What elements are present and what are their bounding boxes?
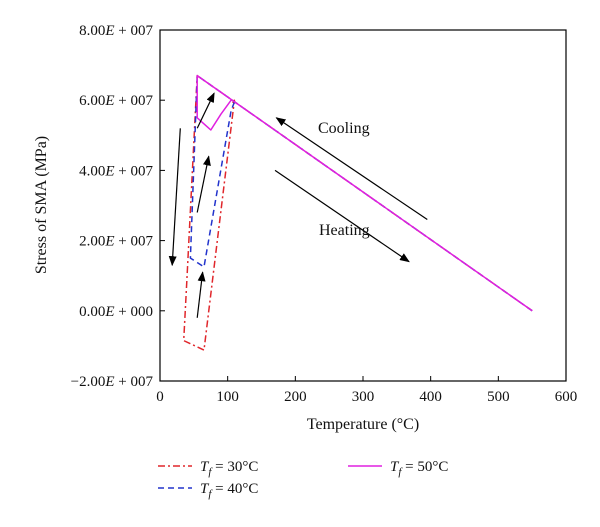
annotation-arrow-1 [274,169,410,263]
series-layer [182,74,533,351]
y-tick-label: 8.00E + 007 [79,23,153,39]
x-tick-label: 400 [419,389,442,405]
annotation-arrow-0 [275,117,428,221]
legend-item-tf30: Tf = 30°C [158,459,258,478]
legend-label-tf40: Tf = 40°C [200,481,258,500]
series-line-0 [182,74,533,351]
annotation-arrow-5 [196,271,206,318]
x-tick-label: 200 [284,389,307,405]
x-axis-title: Temperature (°C) [307,416,419,433]
x-tick-label: 100 [216,389,239,405]
y-tick-label: 2.00E + 007 [79,234,153,250]
y-tick-label: 6.00E + 007 [79,93,153,109]
heating-annotation: Heating [319,222,370,239]
y-tick-label: 4.00E + 007 [79,163,153,179]
legend-label-tf50: Tf = 50°C [390,459,448,478]
x-axis: 0 100 200 300 400 500 600 [156,376,577,405]
y-tick-label: −2.00E + 007 [71,374,154,390]
x-tick-label: 600 [555,389,578,405]
legend-label-tf30: Tf = 30°C [200,459,258,478]
x-tick-label: 0 [156,389,164,405]
cooling-annotation: Cooling [318,120,370,137]
legend-item-tf50: Tf = 50°C [348,459,448,478]
series-line-2 [196,74,533,312]
legend-item-tf40: Tf = 40°C [158,481,258,500]
annotation-arrow-3 [196,92,215,129]
y-tick-label: 0.00E + 000 [79,304,153,320]
annotation-arrow-4 [196,155,211,213]
y-axis: −2.00E + 007 0.00E + 000 2.00E + 007 4.00E … [71,23,165,390]
legend: Tf = 30°C Tf = 40°C Tf = 50°C [158,459,448,500]
annotation-arrows [168,92,428,318]
x-tick-label: 300 [352,389,375,405]
y-axis-title: Stress of SMA (MPa) [33,136,50,274]
annotation-arrow-2 [168,128,181,267]
x-tick-label: 500 [487,389,510,405]
